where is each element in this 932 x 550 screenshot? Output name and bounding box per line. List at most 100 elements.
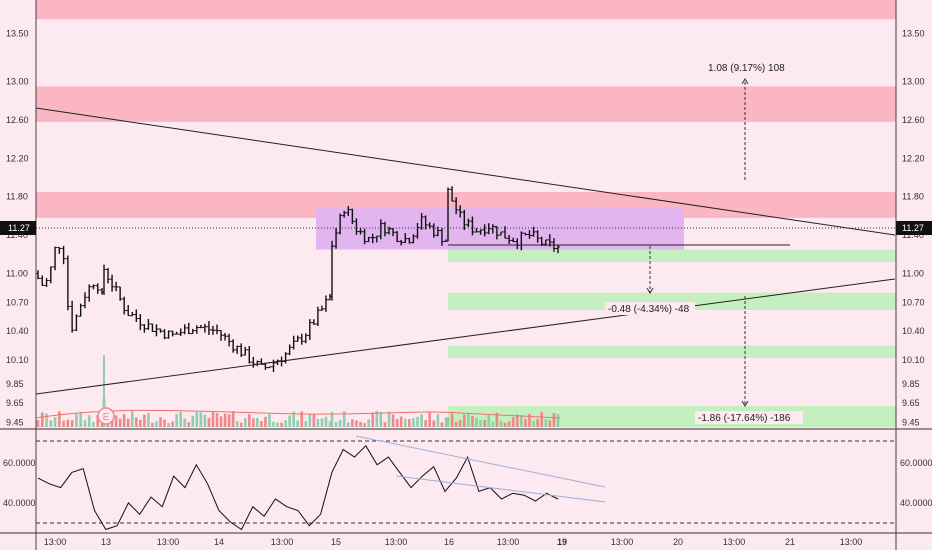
- earnings-marker-label: E: [103, 412, 110, 423]
- volume-bar: [312, 414, 316, 427]
- volume-bar: [280, 422, 283, 427]
- volume-bar: [520, 415, 523, 427]
- volume-bar: [58, 411, 61, 427]
- volume-bar: [79, 411, 82, 427]
- volume-bar: [503, 422, 507, 427]
- price-axis-right[interactable]: 13.50 13.00 12.60 12.20 11.80 11.40 11.00 10.70…: [902, 29, 925, 428]
- measure-mid-arrowhead: [646, 287, 654, 294]
- volume-bar: [548, 420, 552, 427]
- volume-bar: [231, 411, 235, 427]
- volume-bar: [304, 421, 308, 427]
- volume-bar: [40, 412, 44, 427]
- volume-bar: [260, 421, 263, 427]
- osc-label-right-40: 40.0000: [900, 498, 932, 508]
- osc-label-left-60: 60.0000: [3, 458, 36, 468]
- price-axis-left[interactable]: 13.50 13.00 12.60 12.20 11.80 11.40 11.00 10.70…: [6, 29, 29, 428]
- measure-up-label: 1.08 (9.17%) 108: [708, 63, 785, 74]
- volume-bar: [383, 422, 387, 427]
- volume-bar: [167, 422, 170, 427]
- volume-bar: [223, 413, 227, 427]
- support-zone[interactable]: [448, 292, 896, 310]
- resistance-zone[interactable]: [36, 86, 896, 122]
- volume-bar: [479, 420, 482, 427]
- current-price-label-left: 11.27: [8, 223, 30, 233]
- descending-trendline[interactable]: [35, 107, 896, 236]
- volume-bar: [276, 422, 279, 427]
- price-label: 11.40: [902, 230, 924, 240]
- volume-bar: [342, 411, 346, 427]
- oscillator-channel-lower[interactable]: [395, 475, 606, 503]
- volume-bar: [300, 411, 304, 427]
- volume-bar: [412, 418, 415, 427]
- measure-down-arrowhead: [741, 400, 749, 407]
- volume-bar: [83, 420, 87, 427]
- volume-bar: [296, 420, 300, 427]
- volume-bar: [544, 419, 548, 427]
- volume-bar: [134, 417, 138, 427]
- volume-bar: [454, 421, 458, 427]
- volume-bar: [495, 412, 499, 427]
- price-label: 13.50: [6, 29, 29, 39]
- volume-bar: [324, 416, 328, 427]
- consolidation-box[interactable]: [316, 208, 684, 250]
- volume-bar: [462, 414, 466, 427]
- price-label: 10.70: [902, 297, 925, 307]
- volume-bar: [436, 414, 440, 427]
- volume-bar: [207, 418, 211, 427]
- measure-down-label-bg: [695, 411, 803, 424]
- volume-bar: [487, 414, 491, 427]
- oscillator-line: [37, 444, 559, 531]
- volume-bar: [36, 420, 40, 427]
- ascending-trendline[interactable]: [35, 278, 896, 395]
- osc-label-right-60: 60.0000: [900, 458, 932, 468]
- volume-bar: [491, 421, 495, 427]
- earnings-marker[interactable]: [97, 407, 115, 425]
- volume-bar: [334, 421, 338, 427]
- volume-bar: [440, 422, 444, 427]
- volume-bar: [375, 411, 379, 427]
- price-label: 9.45: [6, 417, 24, 427]
- price-label: 13.00: [6, 77, 29, 87]
- volume-bar: [458, 420, 462, 427]
- time-label: 13:00: [840, 537, 863, 547]
- time-label: 19: [557, 537, 567, 547]
- support-zone[interactable]: [448, 345, 896, 358]
- price-label: 9.65: [6, 398, 24, 408]
- measure-mid-label: -0.48 (-4.34%) -48: [608, 304, 690, 315]
- volume-bar: [114, 415, 118, 427]
- volume-bar: [191, 415, 195, 427]
- volume-bar: [139, 419, 142, 427]
- volume-bar: [235, 420, 239, 427]
- volume-bar: [219, 416, 223, 427]
- volume-bar: [171, 421, 174, 427]
- volume-bar: [532, 420, 535, 427]
- volume-bar: [203, 414, 207, 427]
- time-axis[interactable]: 13:00 13 13:00 14 13:00 15 13:00 16 13:00 19 13:00…: [44, 537, 863, 547]
- volume-bar: [536, 418, 539, 427]
- volume-bar: [143, 414, 146, 427]
- osc-label-left-40: 40.0000: [3, 498, 36, 508]
- volume-bar: [524, 419, 527, 427]
- resistance-zone[interactable]: [36, 0, 896, 20]
- volume-bar: [391, 414, 395, 427]
- volume-bar: [552, 413, 556, 427]
- volume-bar: [70, 420, 74, 427]
- volume-bar: [239, 422, 243, 427]
- price-label: 9.65: [902, 398, 920, 408]
- volume-bar: [528, 413, 531, 427]
- price-label: 12.20: [902, 153, 925, 163]
- support-zone[interactable]: [448, 405, 896, 428]
- volume-bar: [387, 411, 391, 427]
- volume-bar: [118, 418, 122, 427]
- price-label: 10.40: [902, 326, 925, 336]
- oscillator-channel-upper[interactable]: [355, 435, 606, 488]
- support-zone[interactable]: [448, 249, 896, 263]
- measure-down-label: -1.86 (-17.64%) -186: [698, 413, 791, 424]
- volume-bar: [511, 417, 515, 427]
- price-label: 10.40: [6, 326, 29, 336]
- volume-bar: [195, 412, 199, 427]
- volume-bar: [163, 419, 166, 427]
- volume-bar: [53, 417, 57, 427]
- volume-bar: [371, 412, 375, 427]
